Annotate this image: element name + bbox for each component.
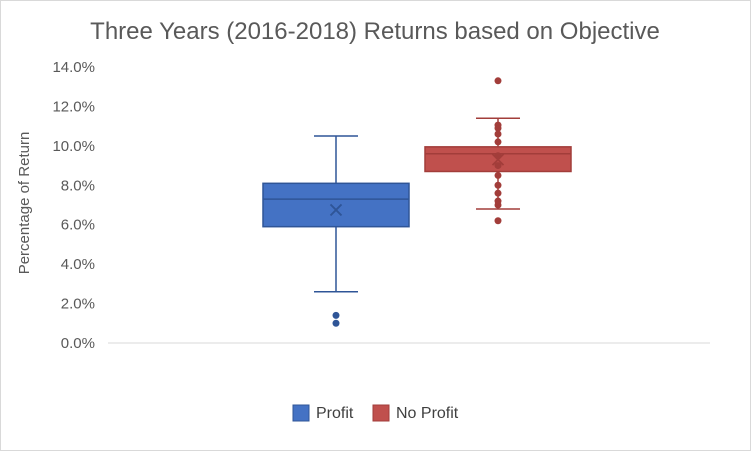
box-series-group xyxy=(262,77,572,327)
y-tick-label: 14.0% xyxy=(52,59,95,76)
legend-swatch-no-profit xyxy=(372,404,390,422)
legend-label-profit: Profit xyxy=(316,405,354,422)
outlier-point xyxy=(332,319,340,327)
inner-point xyxy=(494,130,502,138)
legend-swatch-profit xyxy=(292,404,310,422)
y-tick-label: 12.0% xyxy=(52,98,95,115)
y-tick-label: 4.0% xyxy=(61,256,95,273)
outlier-point xyxy=(332,311,340,319)
y-tick-label: 8.0% xyxy=(61,177,95,194)
y-tick-label: 2.0% xyxy=(61,296,95,313)
mean-marker xyxy=(329,203,343,217)
inner-point xyxy=(494,121,502,129)
y-axis-ticks: 0.0% 2.0% 4.0% 6.0% 8.0% 10.0% 12.0% 14.0% xyxy=(52,59,95,352)
box-series xyxy=(262,135,410,327)
y-tick-label: 10.0% xyxy=(52,138,95,155)
inner-point xyxy=(494,197,502,205)
box-iqr xyxy=(262,182,410,228)
y-tick-label: 6.0% xyxy=(61,217,95,234)
inner-point xyxy=(494,189,502,197)
outlier-point xyxy=(494,77,502,85)
outlier-point xyxy=(494,217,502,225)
box-series xyxy=(424,77,572,225)
chart-title: Three Years (2016-2018) Returns based on… xyxy=(90,18,660,45)
y-tick-label: 0.0% xyxy=(61,335,95,352)
inner-point xyxy=(494,171,502,179)
legend-label-no-profit: No Profit xyxy=(396,405,459,422)
mean-marker xyxy=(491,153,505,166)
inner-point xyxy=(494,138,502,146)
y-axis-title: Percentage of Return xyxy=(16,132,33,275)
inner-point xyxy=(494,181,502,189)
inner-point xyxy=(494,162,502,170)
legend: Profit No Profit xyxy=(292,404,459,422)
